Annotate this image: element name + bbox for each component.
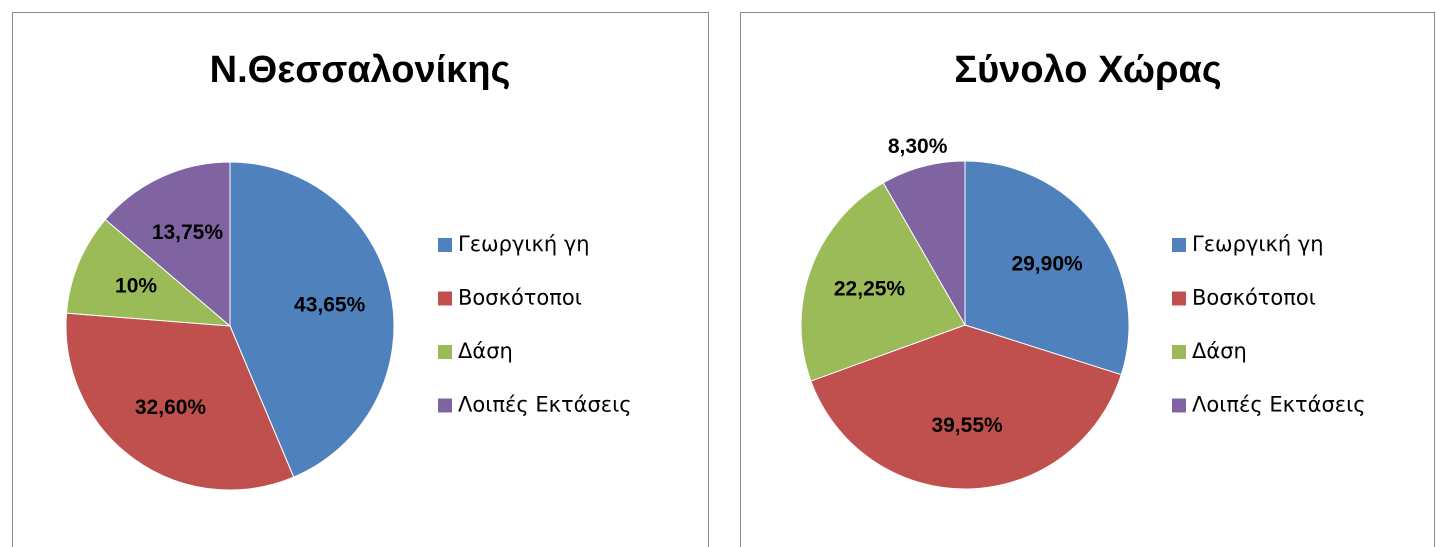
legend-label: Βοσκότοποι [458, 286, 582, 310]
data-label: 43,65% [294, 293, 366, 316]
legend-swatch [438, 238, 452, 252]
legend-label: Δάση [458, 339, 513, 363]
legend-label: Λοιπές Εκτάσεις [458, 393, 632, 417]
legend-label: Βοσκότοποι [1192, 286, 1316, 310]
chart-title: Σύνολο Χώρας [954, 49, 1221, 91]
legend-swatch [1172, 238, 1186, 252]
data-label: 10% [115, 275, 157, 298]
pie-slice [104, 161, 231, 328]
pie-slice [810, 324, 1122, 490]
data-label: 39,55% [931, 414, 1003, 437]
data-label: 22,25% [834, 278, 906, 301]
data-label: 13,75% [152, 221, 224, 244]
legend-label: Γεωργική γη [458, 232, 590, 256]
legend-swatch [1172, 291, 1186, 306]
legend-swatch [438, 345, 452, 359]
pie-slice [65, 312, 295, 491]
legend-swatch [438, 291, 452, 306]
pie-slice [65, 218, 232, 327]
legend-label: Λοιπές Εκτάσεις [1192, 393, 1366, 417]
legend-swatch [1172, 345, 1186, 359]
legend-swatch [1172, 398, 1186, 413]
chart-title: Ν.Θεσσαλονίκης [210, 49, 511, 91]
pie-slice [229, 161, 395, 478]
legend-swatch [438, 398, 452, 413]
legend-label: Γεωργική γη [1192, 232, 1324, 256]
pie-slice [964, 160, 1130, 376]
pie-slice [800, 182, 966, 382]
data-label: 29,90% [1011, 253, 1083, 276]
data-label: 32,60% [135, 396, 207, 419]
legend-label: Δάση [1192, 339, 1247, 363]
data-label: 8,30% [888, 135, 948, 158]
pie-slice [882, 160, 966, 327]
